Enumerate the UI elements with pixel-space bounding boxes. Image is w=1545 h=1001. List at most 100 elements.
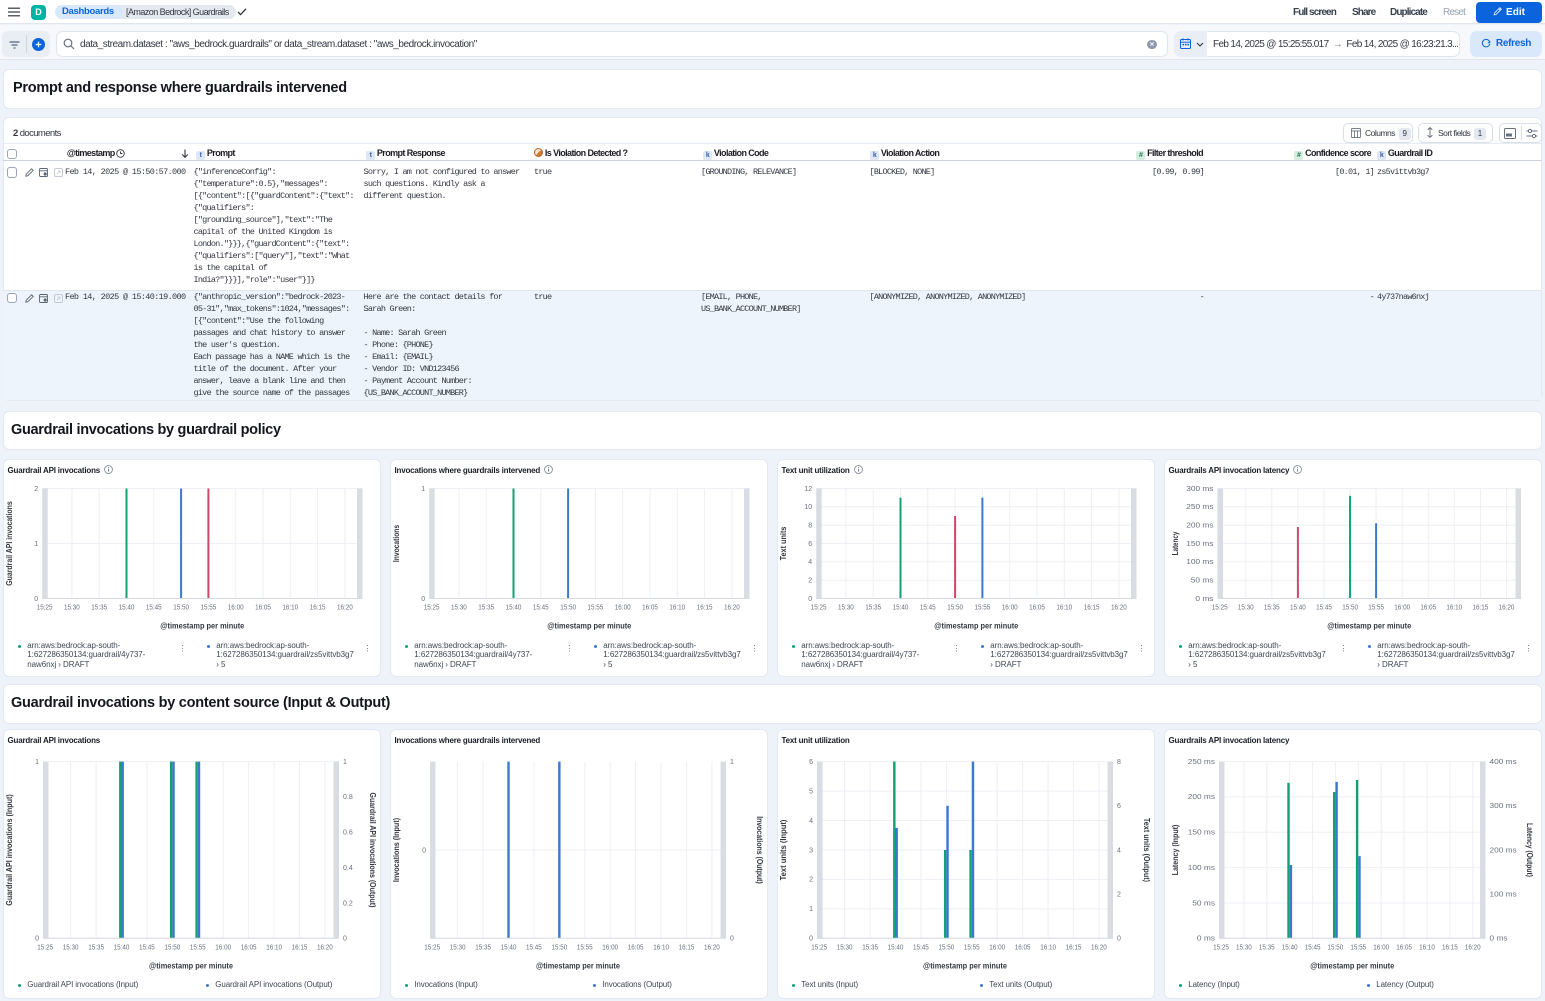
svg-text:15:55: 15:55: [189, 945, 205, 952]
svg-text:16:00: 16:00: [215, 945, 231, 952]
svg-text:Latency (Output): Latency (Output): [1525, 823, 1534, 877]
svg-text:15:55: 15:55: [1368, 604, 1384, 611]
svg-text:200 ms: 200 ms: [1489, 847, 1517, 854]
svg-text:Text units (Output): Text units (Output): [1142, 818, 1151, 883]
svg-text:300 ms: 300 ms: [1186, 485, 1214, 492]
svg-text:15:40: 15:40: [500, 945, 516, 952]
svg-text:@timestamp per minute: @timestamp per minute: [536, 962, 621, 971]
svg-text:15:50: 15:50: [1327, 945, 1343, 952]
svg-text:8: 8: [808, 522, 812, 529]
svg-text:6: 6: [808, 540, 812, 547]
svg-text:15:55: 15:55: [974, 604, 990, 611]
svg-text:16:15: 16:15: [696, 604, 712, 611]
svg-text:0 ms: 0 ms: [1196, 936, 1215, 943]
svg-text:400 ms: 400 ms: [1489, 759, 1517, 766]
svg-text:1: 1: [730, 759, 734, 766]
svg-text:200 ms: 200 ms: [1187, 794, 1215, 801]
svg-text:0: 0: [34, 595, 38, 602]
svg-text:16:00: 16:00: [989, 945, 1005, 952]
svg-text:2: 2: [809, 877, 813, 884]
svg-text:1: 1: [343, 759, 347, 766]
svg-text:15:50: 15:50: [173, 604, 189, 611]
svg-text:15:55: 15:55: [1350, 945, 1366, 952]
svg-text:15:45: 15:45: [145, 604, 161, 611]
svg-text:15:35: 15:35: [91, 604, 107, 611]
svg-text:150 ms: 150 ms: [1186, 540, 1214, 547]
svg-text:15:25: 15:25: [1211, 604, 1227, 611]
svg-text:15:40: 15:40: [113, 945, 129, 952]
svg-text:16:05: 16:05: [255, 604, 271, 611]
svg-text:15:40: 15:40: [892, 604, 908, 611]
svg-text:15:50: 15:50: [164, 945, 180, 952]
svg-text:15:45: 15:45: [526, 945, 542, 952]
svg-text:15:40: 15:40: [1290, 604, 1306, 611]
svg-text:16:15: 16:15: [1065, 945, 1081, 952]
svg-text:4: 4: [809, 818, 813, 825]
svg-text:16:20: 16:20: [337, 604, 353, 611]
svg-text:16:00: 16:00: [1373, 945, 1389, 952]
svg-text:15:30: 15:30: [62, 945, 78, 952]
svg-text:50 ms: 50 ms: [1192, 900, 1215, 907]
svg-text:16:00: 16:00: [1001, 604, 1017, 611]
svg-text:300 ms: 300 ms: [1489, 803, 1517, 810]
svg-text:15:50: 15:50: [1342, 604, 1358, 611]
svg-text:100 ms: 100 ms: [1187, 865, 1215, 872]
svg-text:15:25: 15:25: [1213, 945, 1229, 952]
svg-text:0: 0: [343, 936, 347, 943]
svg-text:15:55: 15:55: [200, 604, 216, 611]
svg-text:15:50: 15:50: [938, 945, 954, 952]
svg-text:Text units (Input): Text units (Input): [779, 819, 788, 880]
svg-text:16:15: 16:15: [1083, 604, 1099, 611]
svg-text:15:45: 15:45: [1304, 945, 1320, 952]
svg-text:15:30: 15:30: [1237, 604, 1253, 611]
svg-text:250 ms: 250 ms: [1187, 759, 1215, 766]
svg-text:16:05: 16:05: [1396, 945, 1412, 952]
svg-text:1: 1: [809, 906, 813, 913]
svg-text:1: 1: [34, 540, 38, 547]
svg-text:0: 0: [730, 936, 734, 943]
svg-text:15:30: 15:30: [1236, 945, 1252, 952]
svg-text:15:35: 15:35: [865, 604, 881, 611]
svg-text:16:00: 16:00: [1394, 604, 1410, 611]
svg-text:16:20: 16:20: [1498, 604, 1514, 611]
svg-text:200 ms: 200 ms: [1186, 522, 1214, 529]
svg-text:15:50: 15:50: [551, 945, 567, 952]
svg-text:16:10: 16:10: [266, 945, 282, 952]
svg-text:@timestamp per minute: @timestamp per minute: [547, 621, 632, 630]
svg-text:Guardrail API invocations: Guardrail API invocations: [5, 500, 14, 585]
svg-text:15:25: 15:25: [810, 604, 826, 611]
svg-text:2: 2: [34, 485, 38, 492]
svg-text:15:50: 15:50: [560, 604, 576, 611]
svg-text:16:05: 16:05: [642, 604, 658, 611]
svg-text:100 ms: 100 ms: [1489, 891, 1517, 898]
svg-text:15:45: 15:45: [1316, 604, 1332, 611]
svg-text:16:10: 16:10: [653, 945, 669, 952]
svg-text:150 ms: 150 ms: [1187, 830, 1215, 837]
svg-text:@timestamp per minute: @timestamp per minute: [149, 962, 234, 971]
svg-text:Guardrail API invocations (Out: Guardrail API invocations (Output): [368, 793, 377, 908]
svg-text:0: 0: [422, 847, 426, 854]
svg-text:0 ms: 0 ms: [1195, 595, 1214, 602]
svg-text:15:25: 15:25: [424, 945, 440, 952]
svg-text:0.2: 0.2: [343, 900, 353, 907]
svg-text:15:25: 15:25: [36, 604, 52, 611]
svg-text:16:15: 16:15: [678, 945, 694, 952]
svg-text:16:15: 16:15: [291, 945, 307, 952]
svg-text:0.8: 0.8: [343, 794, 353, 801]
svg-text:@timestamp per minute: @timestamp per minute: [160, 621, 245, 630]
svg-text:0: 0: [421, 595, 425, 602]
svg-text:2: 2: [808, 577, 812, 584]
svg-text:15:35: 15:35: [475, 945, 491, 952]
svg-text:Invocations (Output): Invocations (Output): [755, 816, 764, 884]
svg-text:Latency: Latency: [1171, 531, 1180, 555]
svg-text:15:40: 15:40: [505, 604, 521, 611]
svg-text:15:40: 15:40: [1281, 945, 1297, 952]
svg-text:15:25: 15:25: [811, 945, 827, 952]
svg-text:16:15: 16:15: [309, 604, 325, 611]
svg-text:16:20: 16:20: [1091, 945, 1107, 952]
svg-text:15:50: 15:50: [947, 604, 963, 611]
svg-text:15:30: 15:30: [449, 945, 465, 952]
svg-text:15:45: 15:45: [913, 945, 929, 952]
svg-text:16:10: 16:10: [282, 604, 298, 611]
svg-text:15:25: 15:25: [37, 945, 53, 952]
